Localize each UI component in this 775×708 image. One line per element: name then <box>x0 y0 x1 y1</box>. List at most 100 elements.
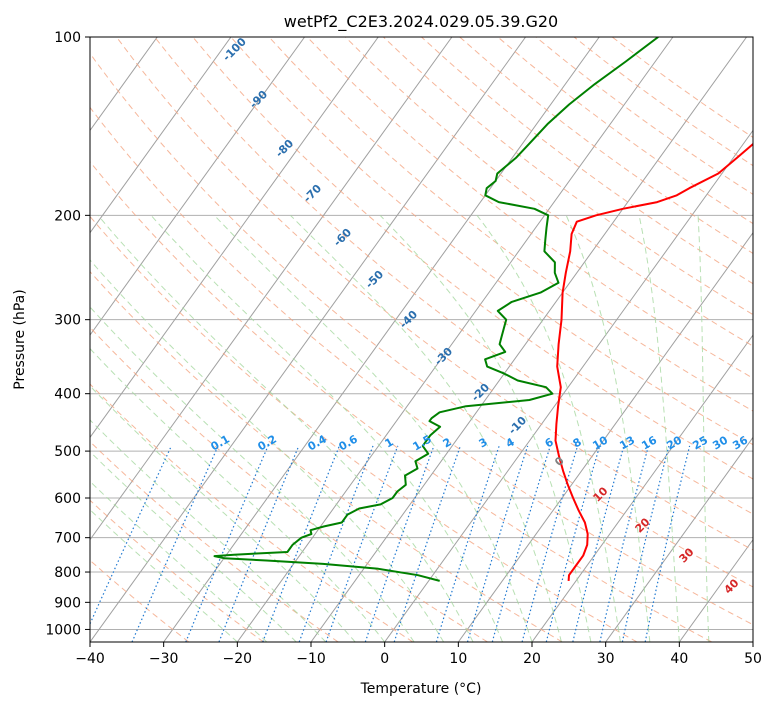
mixing-ratio-label: 16 <box>639 433 659 452</box>
x-tick-label: 30 <box>597 651 615 667</box>
moist-adiabat-line <box>90 306 415 642</box>
dry-adiabat-line <box>90 106 753 626</box>
isotherm-line <box>457 231 753 642</box>
isotherm-line <box>90 37 527 642</box>
isotherm-line <box>0 37 10 642</box>
isotherm-line <box>163 37 600 642</box>
moist-adiabat-line <box>697 215 710 642</box>
y-axis-title: Pressure (hPa) <box>12 289 28 389</box>
mixing-ratio-line <box>545 445 601 642</box>
y-tick-label: 800 <box>54 565 81 581</box>
mixing-ratio-line <box>90 445 172 626</box>
isotherm-label: -20 <box>469 381 492 404</box>
mixing-ratio-line <box>621 445 670 642</box>
y-tick-label: 100 <box>54 30 81 46</box>
mixing-ratio-line <box>435 445 500 642</box>
isotherm-line <box>90 37 453 541</box>
dry-adiabat-line <box>421 37 753 285</box>
moist-adiabat-line <box>150 214 503 642</box>
mixing-ratio-line <box>599 445 650 642</box>
dry-adiabat-label: 20 <box>633 515 653 535</box>
moist-adiabat-line <box>638 215 680 642</box>
dry-adiabat-line <box>497 37 753 225</box>
mixing-ratio-line <box>466 445 529 642</box>
isotherm-line <box>236 37 674 642</box>
x-tick-label: −20 <box>223 651 253 667</box>
moist-adiabat-line <box>90 480 268 642</box>
dry-adiabat-line <box>383 37 753 316</box>
mixing-ratio-label: 30 <box>710 433 730 452</box>
isotherm-label: -60 <box>331 226 354 249</box>
dewpoint-profile-line <box>213 37 659 582</box>
mixing-ratio-label: 0.6 <box>337 432 361 453</box>
isotherm-line <box>531 334 753 642</box>
moist-adiabat-line <box>290 214 562 642</box>
dry-adiabat-line <box>611 37 753 139</box>
x-tick-label: −30 <box>149 651 179 667</box>
mixing-ratio-line <box>131 445 219 642</box>
mixing-ratio-line <box>644 445 691 642</box>
y-tick-label: 1000 <box>45 622 81 638</box>
x-tick-label: 0 <box>380 651 389 667</box>
dry-adiabat-line <box>90 161 712 642</box>
mixing-ratio-label: 2 <box>441 435 454 450</box>
dry-adiabat-label: 30 <box>677 545 697 565</box>
dry-adiabat-label: 10 <box>591 484 611 504</box>
isotherm-label: -30 <box>432 345 455 368</box>
moist-adiabat-line <box>90 509 238 642</box>
moist-adiabat-line <box>379 214 592 642</box>
isotherm-line <box>90 37 306 336</box>
moist-adiabat-line <box>90 385 356 642</box>
y-tick-label: 500 <box>54 444 81 460</box>
x-tick-label: 20 <box>523 651 541 667</box>
dry-adiabat-line <box>116 37 753 551</box>
temperature-profile-line <box>554 142 753 581</box>
dry-adiabat-line <box>90 270 563 642</box>
mixing-ratio-label: 8 <box>571 435 584 450</box>
moist-adiabat-line <box>213 214 533 642</box>
x-tick-label: 50 <box>744 651 762 667</box>
y-tick-label: 400 <box>54 387 81 403</box>
isotherm-line <box>90 37 379 439</box>
moist-adiabat-line <box>565 215 651 642</box>
dry-adiabat-line <box>90 52 753 588</box>
isotherm-line <box>384 129 753 642</box>
mixing-ratio-label: 0.2 <box>256 432 279 453</box>
isotherm-label: -50 <box>363 268 386 291</box>
chart-title: wetPf2_C2E3.2024.029.05.39.G20 <box>284 12 558 32</box>
x-tick-label: −40 <box>75 651 105 667</box>
mixing-ratio-label: 10 <box>590 433 610 452</box>
moist-adiabat-line <box>90 347 386 642</box>
isotherm-line <box>752 641 753 642</box>
mixing-ratio-line <box>298 445 374 642</box>
dry-adiabat-line <box>192 37 753 480</box>
dry-adiabat-line <box>268 37 753 412</box>
axis-ticks: −40 −30 −20 −10 0 10 20 30 40 5010020030040050060… <box>45 30 762 667</box>
moist-adiabat-line <box>90 259 445 642</box>
mixing-ratio-label: 20 <box>664 433 684 452</box>
background-lines <box>0 37 753 642</box>
y-tick-label: 200 <box>54 208 81 224</box>
isotherm-label: -70 <box>301 182 324 205</box>
mixing-ratio-line <box>491 445 551 642</box>
line-labels: -100-90-80-70-60-50-40-30-20-100.1 0.2 0.4… <box>209 37 751 597</box>
moist-adiabat-line <box>90 419 327 642</box>
dry-adiabat-line <box>459 37 753 254</box>
isotherm-line <box>90 37 232 234</box>
moist-adiabat-line <box>97 214 474 642</box>
mixing-ratio-label: 36 <box>730 433 750 452</box>
isotherm-line <box>605 436 753 642</box>
dry-adiabat-line <box>90 499 264 642</box>
mixing-ratio-label: 25 <box>690 434 710 453</box>
isotherm-label: -80 <box>273 137 296 160</box>
mixing-ratio-line <box>185 445 269 642</box>
dry-adiabat-line <box>306 37 753 379</box>
mixing-ratio-label: 1 <box>383 435 396 450</box>
isotherm-label: -40 <box>397 308 420 331</box>
moist-adiabat-line <box>476 214 621 642</box>
mixing-ratio-line <box>393 445 461 642</box>
mixing-ratio-label: 0.4 <box>306 432 330 453</box>
x-axis-title: Temperature (°C) <box>360 681 482 697</box>
dry-adiabat-line <box>90 326 488 642</box>
